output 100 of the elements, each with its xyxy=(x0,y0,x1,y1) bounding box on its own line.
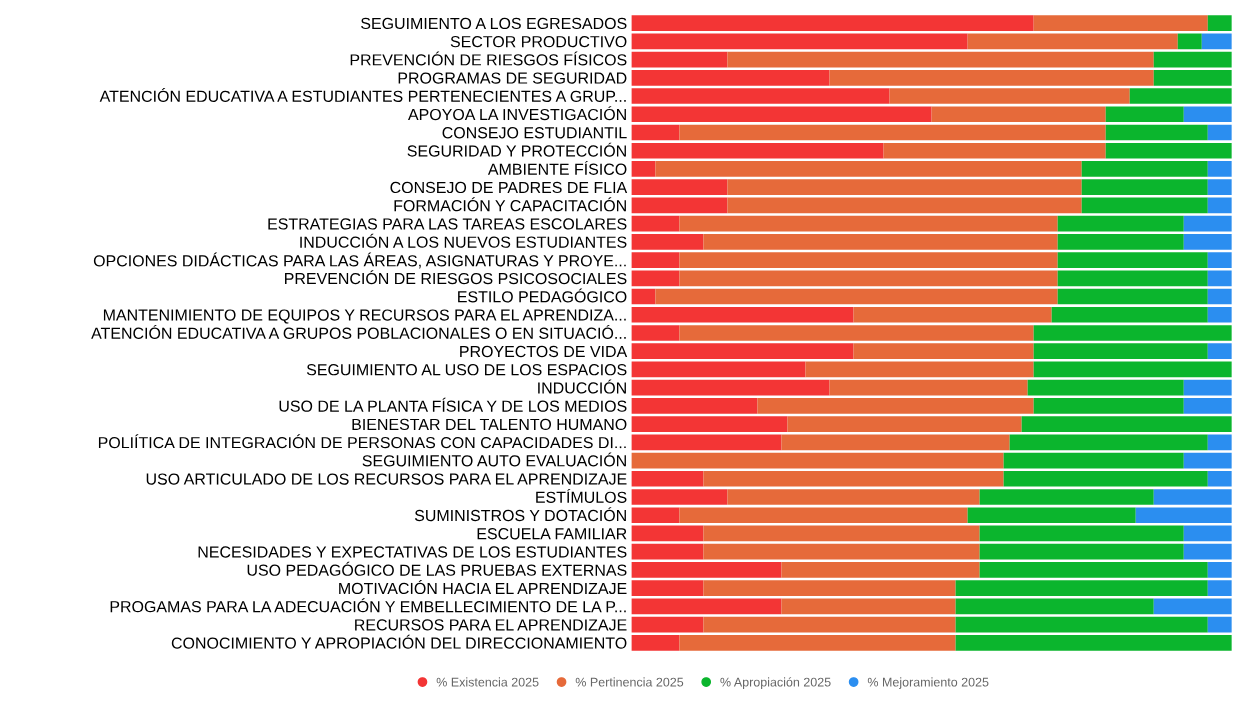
bar xyxy=(631,325,680,341)
bar xyxy=(1201,33,1232,50)
bar xyxy=(1003,470,1208,487)
bar xyxy=(1207,161,1232,177)
bar xyxy=(655,161,1082,177)
bar xyxy=(931,106,1106,123)
bar xyxy=(703,580,956,596)
bar xyxy=(631,562,782,578)
bar xyxy=(703,470,1004,487)
bar xyxy=(1207,562,1232,578)
legend-label: % Apropiación 2025 xyxy=(720,677,831,689)
y-tick-label: NECESIDADES Y EXPECTATIVAS DE LOS ESTUDIANTES xyxy=(198,546,627,558)
bar xyxy=(1183,379,1232,396)
bar xyxy=(1033,15,1208,31)
bar xyxy=(1207,197,1232,214)
bar xyxy=(1207,15,1232,31)
y-tick-label: SEGUIMIENTO A LOS EGRESADOS xyxy=(361,17,627,30)
bar xyxy=(1027,379,1184,396)
y-tick-label: ATENCIÓN EDUCATIVA A ESTUDIANTES PERTENECIENTES A GRUP... xyxy=(99,87,626,102)
bar xyxy=(703,525,980,542)
bar xyxy=(1207,270,1232,287)
y-tick-label: PROYECTOS DE VIDA xyxy=(460,345,628,358)
bar xyxy=(979,543,1184,560)
y-tick-label: ESTÍMULOS xyxy=(536,488,627,503)
bar xyxy=(955,580,1208,596)
bar xyxy=(1081,179,1208,195)
y-tick-label: PREVENCIÓN DE RIESGOS FÍSICOS xyxy=(350,51,627,66)
bar xyxy=(631,489,728,505)
bar xyxy=(955,598,1154,615)
bar xyxy=(1057,270,1208,287)
bar xyxy=(727,179,1082,195)
bar xyxy=(631,142,884,159)
y-tick-label: MOTIVACIÓN HACIA EL APRENDIZAJE xyxy=(339,580,627,595)
bar xyxy=(967,507,1136,524)
bar xyxy=(1153,598,1232,615)
bar xyxy=(631,470,704,487)
bar xyxy=(631,69,830,86)
bar xyxy=(631,398,758,414)
y-tick-label: ESTRATEGIAS PARA LAS TAREAS ESCOLARES xyxy=(268,218,627,230)
y-tick-label: PROGAMAS PARA LA ADECUACIÓN Y EMBELLECIMIENTO DE LA P... xyxy=(110,598,626,613)
bar xyxy=(1153,69,1232,86)
bar xyxy=(979,489,1154,505)
y-tick-label: INDUCCIÓN A LOS NUEVOS ESTUDIANTES xyxy=(300,233,627,248)
y-tick-label: SEGURIDAD Y PROTECCIÓN xyxy=(407,142,626,157)
bar xyxy=(1033,361,1232,378)
bar xyxy=(631,507,680,524)
bar xyxy=(631,288,656,305)
bar xyxy=(1207,343,1232,360)
bar xyxy=(631,197,728,214)
bar xyxy=(1135,507,1232,524)
bar xyxy=(703,616,956,633)
bar xyxy=(679,634,956,651)
bar xyxy=(1033,343,1208,360)
bar xyxy=(631,179,728,195)
bar xyxy=(883,142,1106,159)
bar xyxy=(829,69,1154,86)
bar xyxy=(1183,106,1232,123)
bar xyxy=(787,416,1022,432)
y-tick-label: BIENESTAR DEL TALENTO HUMANO xyxy=(352,418,627,431)
bar xyxy=(1033,325,1232,341)
bar xyxy=(727,51,1154,68)
bar xyxy=(631,88,890,104)
y-tick-label: USO DE LA PLANTA FÍSICA Y DE LOS MEDIOS xyxy=(279,397,627,412)
bar xyxy=(631,379,830,396)
bar xyxy=(631,543,704,560)
bar xyxy=(1051,306,1208,323)
bar xyxy=(1105,142,1232,159)
bar xyxy=(679,507,968,524)
bar xyxy=(955,634,1232,651)
bar xyxy=(1183,215,1232,232)
y-tick-label: SECTOR PRODUCTIVO xyxy=(450,35,627,48)
bar xyxy=(1207,124,1232,141)
bar xyxy=(1057,234,1184,250)
bar xyxy=(1105,124,1208,141)
bar xyxy=(679,215,1058,232)
bar xyxy=(1057,215,1184,232)
y-tick-label: ESTILO PEDAGÓGICO xyxy=(458,288,627,303)
bar xyxy=(853,306,1052,323)
bar xyxy=(1207,179,1232,195)
y-tick-label: RECURSOS PARA EL APRENDIZAJE xyxy=(355,619,627,631)
bar xyxy=(631,416,788,432)
y-tick-label: PREVENCIÓN DE RIESGOS PSICOSOCIALES xyxy=(285,270,627,285)
bar xyxy=(631,270,680,287)
bar xyxy=(631,580,704,596)
bar xyxy=(631,434,782,451)
bar xyxy=(631,51,728,68)
bar xyxy=(1177,33,1202,50)
y-tick-label: SUMINISTROS Y DOTACIÓN xyxy=(414,507,626,522)
legend-label: % Mejoramiento 2025 xyxy=(867,677,989,689)
y-tick-label: USO ARTICULADO DE LOS RECURSOS PARA EL APRENDIZAJE xyxy=(146,473,627,485)
bar xyxy=(979,562,1208,578)
bar xyxy=(1081,161,1208,177)
bar xyxy=(1183,452,1232,469)
bar xyxy=(889,88,1130,104)
bar xyxy=(655,288,1058,305)
bar xyxy=(1057,252,1208,268)
bar xyxy=(631,33,968,50)
bar xyxy=(1207,252,1232,268)
bar xyxy=(1153,489,1232,505)
bar xyxy=(781,434,1010,451)
